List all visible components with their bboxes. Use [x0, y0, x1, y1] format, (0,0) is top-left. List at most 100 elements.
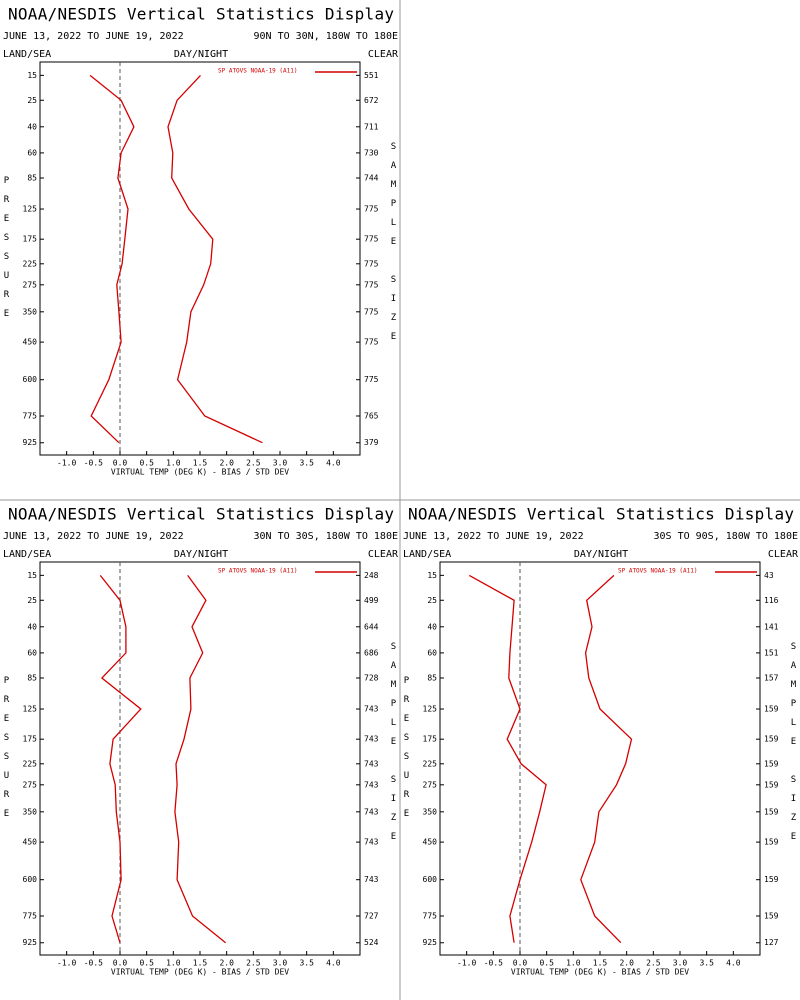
sample-size: 499	[364, 596, 379, 605]
sample-size: 672	[364, 96, 379, 105]
y-tick-label: 60	[427, 648, 437, 657]
title: NOAA/NESDIS Vertical Statistics Display	[8, 505, 394, 524]
y-tick-label: 350	[23, 807, 38, 816]
x-tick-label: 1.5	[193, 959, 208, 968]
y-tick-label: 775	[23, 911, 38, 920]
x-tick-label: 2.5	[246, 459, 261, 468]
y-tick-label: 85	[427, 673, 437, 682]
x-tick-label: 0.5	[139, 459, 154, 468]
sample-size: 775	[364, 235, 379, 244]
y-tick-label: 175	[23, 235, 38, 244]
y-tick-label: 225	[423, 759, 438, 768]
sample-size: 743	[364, 807, 379, 816]
y-tick-label: 85	[27, 673, 37, 682]
y-tick-label: 600	[23, 375, 38, 384]
y-tick-label: 60	[27, 648, 37, 657]
sample-size: 159	[764, 759, 779, 768]
panel: NOAA/NESDIS Vertical Statistics Display J…	[2, 5, 399, 477]
land-sea: LAND/SEA	[403, 549, 451, 560]
sample-size: 775	[364, 307, 379, 316]
sample-size: 765	[364, 411, 379, 420]
x-tick-label: 2.0	[219, 459, 234, 468]
region: 30S TO 90S, 180W TO 180E	[654, 531, 799, 542]
x-tick-label: -0.5	[484, 959, 503, 968]
x-tick-label: 2.5	[246, 959, 261, 968]
y-tick-label: 40	[27, 122, 37, 131]
sample-size: 159	[764, 735, 779, 744]
sample-size: 159	[764, 838, 779, 847]
sample-size: 159	[764, 807, 779, 816]
x-tick-label: 3.0	[273, 959, 288, 968]
sample-size: 551	[364, 71, 379, 80]
sample-size: 159	[764, 875, 779, 884]
sample-size: 775	[364, 205, 379, 214]
y-tick-label: 275	[423, 780, 438, 789]
y-tick-label: 600	[23, 875, 38, 884]
y-tick-label: 225	[23, 759, 38, 768]
x-tick-label: 1.0	[166, 459, 181, 468]
y-tick-label: 125	[23, 205, 38, 214]
sample-size: 711	[364, 122, 379, 131]
sample-size: 686	[364, 648, 379, 657]
region: 90N TO 30N, 180W TO 180E	[254, 31, 399, 42]
x-axis-label: VIRTUAL TEMP (DEG K) - BIAS / STD DEV	[111, 468, 289, 477]
y-tick-label: 600	[423, 875, 438, 884]
y-tick-label: 225	[23, 259, 38, 268]
x-tick-label: 1.0	[566, 959, 581, 968]
x-tick-label: 1.5	[593, 959, 608, 968]
y-tick-label: 925	[423, 938, 438, 947]
sample-size: 743	[364, 875, 379, 884]
y-tick-label: 925	[23, 438, 38, 447]
sample-size: 248	[364, 571, 379, 580]
sample-size: 775	[364, 280, 379, 289]
sample-size: 159	[764, 780, 779, 789]
x-tick-label: -1.0	[57, 459, 76, 468]
data-line	[99, 574, 142, 943]
sample-size: 644	[364, 622, 379, 631]
x-tick-label: 2.5	[646, 959, 661, 968]
data-line	[89, 74, 135, 444]
sample-size: 43	[764, 571, 774, 580]
sample-size: 743	[364, 838, 379, 847]
x-tick-label: 2.0	[619, 959, 634, 968]
sample-size: 727	[364, 911, 379, 920]
y-tick-label: 40	[427, 622, 437, 631]
x-tick-label: 4.0	[326, 459, 341, 468]
y2-axis-label: SAMPLE SIZE	[389, 642, 399, 851]
legend-label: SP ATOVS NOAA-19 (A11)	[218, 68, 297, 75]
y-axis-label: PRESSURE	[2, 676, 12, 828]
x-tick-label: 1.5	[193, 459, 208, 468]
x-axis-label: VIRTUAL TEMP (DEG K) - BIAS / STD DEV	[511, 968, 689, 977]
data-line	[580, 574, 633, 944]
sample-size: 159	[764, 705, 779, 714]
x-tick-label: -1.0	[457, 959, 476, 968]
y-tick-label: 25	[27, 96, 37, 105]
y-tick-label: 85	[27, 173, 37, 182]
subtitle: JUNE 13, 2022 TO JUNE 19, 2022	[3, 531, 184, 542]
day-night: DAY/NIGHT	[174, 549, 228, 560]
x-tick-label: 0.5	[139, 959, 154, 968]
sample-size: 743	[364, 735, 379, 744]
data-line	[167, 74, 263, 444]
subtitle: JUNE 13, 2022 TO JUNE 19, 2022	[3, 31, 184, 42]
y-tick-label: 275	[23, 280, 38, 289]
y-tick-label: 450	[23, 338, 38, 347]
y-tick-label: 125	[23, 705, 38, 714]
y-tick-label: 25	[427, 596, 437, 605]
day-night: DAY/NIGHT	[574, 549, 628, 560]
land-sea: LAND/SEA	[3, 49, 51, 60]
title: NOAA/NESDIS Vertical Statistics Display	[408, 505, 794, 524]
day-night: DAY/NIGHT	[174, 49, 228, 60]
sample-size: 775	[364, 338, 379, 347]
y-tick-label: 450	[423, 838, 438, 847]
x-tick-label: -1.0	[57, 959, 76, 968]
y-tick-label: 175	[23, 735, 38, 744]
data-line	[174, 575, 227, 944]
sample-size: 728	[364, 673, 379, 682]
legend-label: SP ATOVS NOAA-19 (A11)	[218, 568, 297, 575]
y-tick-label: 775	[23, 411, 38, 420]
sample-size: 775	[364, 259, 379, 268]
sample-size: 730	[364, 148, 379, 157]
sample-size: 743	[364, 759, 379, 768]
